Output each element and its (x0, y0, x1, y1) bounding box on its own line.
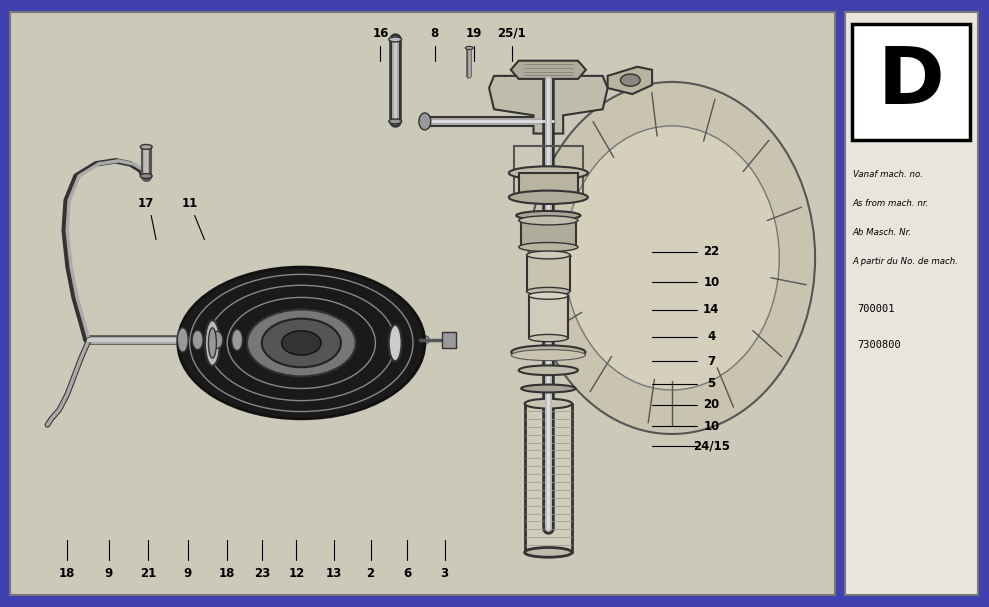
Text: 3: 3 (440, 567, 449, 580)
Bar (526, 255, 570, 291)
Text: 4: 4 (707, 330, 715, 344)
Text: 700001: 700001 (857, 304, 895, 313)
Bar (524, 404, 572, 552)
Text: Vanaf mach. no.: Vanaf mach. no. (853, 170, 923, 179)
Text: 25/1: 25/1 (497, 27, 526, 40)
Polygon shape (607, 67, 652, 94)
Text: 16: 16 (372, 27, 389, 40)
Ellipse shape (508, 191, 587, 204)
Text: 2: 2 (367, 567, 375, 580)
Polygon shape (490, 76, 607, 134)
Text: 13: 13 (325, 567, 342, 580)
Ellipse shape (389, 325, 402, 361)
Text: 10: 10 (703, 276, 719, 289)
Text: D: D (877, 43, 944, 121)
Text: 24/15: 24/15 (693, 439, 730, 453)
Circle shape (178, 267, 425, 419)
Text: 20: 20 (703, 398, 719, 412)
Text: 11: 11 (182, 197, 198, 210)
Ellipse shape (528, 82, 815, 434)
Ellipse shape (192, 330, 203, 350)
Ellipse shape (511, 350, 585, 361)
Ellipse shape (419, 113, 431, 130)
Text: 18: 18 (219, 567, 235, 580)
Text: 19: 19 (466, 27, 483, 40)
Text: As from mach. nr.: As from mach. nr. (853, 199, 929, 208)
Ellipse shape (511, 345, 585, 359)
Text: 7: 7 (707, 354, 715, 368)
Text: Ab Masch. Nr.: Ab Masch. Nr. (853, 228, 912, 237)
Ellipse shape (205, 320, 220, 365)
Text: 22: 22 (703, 245, 719, 259)
Circle shape (620, 74, 640, 86)
Text: 9: 9 (184, 567, 192, 580)
Ellipse shape (389, 37, 402, 42)
Text: 23: 23 (254, 567, 270, 580)
Ellipse shape (528, 292, 568, 299)
Bar (518, 173, 578, 197)
Ellipse shape (526, 288, 570, 295)
Circle shape (262, 319, 341, 367)
Bar (845, 12, 978, 595)
Bar (442, 332, 457, 348)
Ellipse shape (177, 328, 188, 352)
Text: 14: 14 (703, 303, 720, 316)
Ellipse shape (212, 331, 223, 348)
Bar (528, 296, 568, 338)
Ellipse shape (466, 46, 474, 50)
Polygon shape (510, 61, 585, 79)
Ellipse shape (231, 329, 242, 351)
Circle shape (282, 331, 321, 355)
Ellipse shape (389, 119, 402, 124)
Ellipse shape (526, 251, 570, 259)
Bar (852, 24, 970, 140)
Text: 8: 8 (430, 27, 439, 40)
Text: 10: 10 (703, 419, 719, 433)
Ellipse shape (528, 334, 568, 342)
Text: 17: 17 (138, 197, 154, 210)
Ellipse shape (140, 174, 152, 178)
Text: 7300800: 7300800 (857, 340, 901, 350)
Ellipse shape (516, 211, 581, 220)
Ellipse shape (140, 144, 152, 149)
Text: 9: 9 (105, 567, 113, 580)
Circle shape (247, 310, 356, 376)
Text: 18: 18 (59, 567, 75, 580)
Ellipse shape (518, 365, 578, 375)
Ellipse shape (524, 399, 572, 409)
Bar (520, 220, 576, 247)
Ellipse shape (209, 328, 217, 358)
Ellipse shape (518, 243, 578, 252)
Ellipse shape (524, 548, 572, 557)
Ellipse shape (518, 216, 578, 225)
Ellipse shape (508, 166, 587, 180)
Ellipse shape (521, 385, 576, 393)
Text: 5: 5 (707, 377, 715, 390)
Text: 12: 12 (288, 567, 305, 580)
Text: 6: 6 (403, 567, 411, 580)
Text: A partir du No. de mach.: A partir du No. de mach. (853, 257, 958, 266)
Bar (10, 12, 835, 595)
Text: 21: 21 (140, 567, 156, 580)
Ellipse shape (565, 126, 779, 390)
